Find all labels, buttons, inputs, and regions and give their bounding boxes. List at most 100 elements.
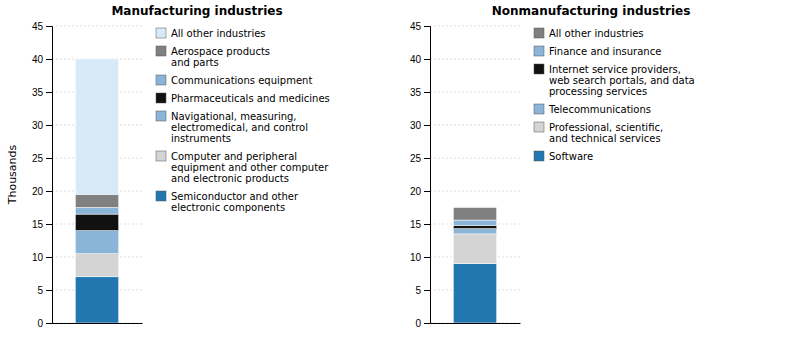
tick-mark <box>424 59 430 60</box>
title: Manufacturing industries <box>111 4 282 18</box>
legend-swatch <box>534 104 544 114</box>
tick-mark <box>46 158 52 159</box>
tick-mark <box>424 290 430 291</box>
legend-label: Semiconductor and otherelectronic compon… <box>171 191 299 213</box>
tick-label: 5 <box>37 285 43 296</box>
chart-root: 0 5 10 15 20 25 30 35 40 45 Thousands All other ind… <box>0 0 788 337</box>
legend: All other industries Aerospace productsan… <box>156 28 330 213</box>
legend-swatch <box>156 151 166 161</box>
tick: 45 <box>410 21 430 32</box>
bar-segment <box>75 254 118 277</box>
tick-mark <box>46 92 52 93</box>
tick: 10 <box>32 252 52 263</box>
legend-label: Navigational, measuring,electromedical, … <box>171 111 308 144</box>
tick: 40 <box>410 54 430 65</box>
axis-title: Thousands <box>6 144 19 205</box>
axis-line <box>424 27 431 324</box>
tick: 0 <box>37 318 52 329</box>
legend-item: Finance and insurance <box>534 46 661 57</box>
tick-label: 40 <box>32 54 44 65</box>
axis-line <box>53 323 143 324</box>
legend-label: Aerospace productsand parts <box>171 46 270 68</box>
tick-mark <box>46 191 52 192</box>
tick-label: 25 <box>32 153 44 164</box>
tick-mark <box>46 323 52 324</box>
legend-item: Internet service providers,web search po… <box>534 64 695 97</box>
legend-item: Pharmaceuticals and medicines <box>156 93 330 104</box>
tick: 15 <box>410 219 430 230</box>
bars <box>453 208 496 324</box>
y-axis: 051015202530354045 <box>32 21 53 329</box>
legend-item: Navigational, measuring,electromedical, … <box>156 111 308 144</box>
legend-item: Computer and peripheralequipment and oth… <box>156 151 329 184</box>
legend-swatch <box>156 28 166 38</box>
bar-segment <box>75 231 118 254</box>
legend-item: Professional, scientific,and technical s… <box>534 122 663 144</box>
legend-swatch <box>156 111 166 121</box>
grid-line <box>430 158 520 159</box>
legend-swatch <box>534 151 544 161</box>
tick-mark <box>46 290 52 291</box>
tick-label: 30 <box>410 120 422 131</box>
legend-item: Semiconductor and otherelectronic compon… <box>156 191 299 213</box>
legend-item: Software <box>534 151 593 162</box>
tick-mark <box>46 257 52 258</box>
bar-segment <box>75 59 118 194</box>
bar-segment <box>453 234 496 264</box>
x-axis <box>53 323 143 325</box>
tick-mark <box>424 26 430 27</box>
grid-line <box>430 59 520 60</box>
grid-line <box>430 125 520 126</box>
legend-swatch <box>534 64 544 74</box>
legend-label: All other industries <box>171 28 266 39</box>
tick-label: 0 <box>415 318 421 329</box>
legend: All other industries Finance and insuranc… <box>534 28 695 162</box>
axis-line <box>46 27 53 324</box>
legend-label: Computer and peripheralequipment and oth… <box>171 151 329 184</box>
legend-item: Telecommunications <box>534 104 651 115</box>
tick-mark <box>424 158 430 159</box>
legend-swatch <box>534 122 544 132</box>
axis-line <box>431 323 521 324</box>
legend-label: All other industries <box>549 28 644 39</box>
legend-swatch <box>156 93 166 103</box>
tick: 0 <box>415 318 430 329</box>
bar-segment <box>453 220 496 225</box>
bar-segment <box>75 277 118 323</box>
panel: 051015202530354045ThousandsAll other ind… <box>6 21 330 329</box>
tick-mark <box>46 59 52 60</box>
tick: 15 <box>32 219 52 230</box>
legend-item: Aerospace productsand parts <box>156 46 270 68</box>
tick-mark <box>424 323 430 324</box>
tick: 25 <box>32 153 52 164</box>
legend-item: All other industries <box>156 28 266 39</box>
tick-mark <box>424 92 430 93</box>
tick: 5 <box>37 285 52 296</box>
grid-line <box>52 26 142 27</box>
grid <box>430 26 520 323</box>
tick-label: 35 <box>32 87 44 98</box>
legend-label: Internet service providers,web search po… <box>549 64 695 97</box>
tick-label: 20 <box>410 186 422 197</box>
tick-label: 20 <box>32 186 44 197</box>
tick: 30 <box>410 120 430 131</box>
tick: 30 <box>32 120 52 131</box>
legend-label: Communications equipment <box>171 75 312 86</box>
tick: 5 <box>415 285 430 296</box>
tick: 20 <box>410 186 430 197</box>
legend-label: Software <box>549 151 593 162</box>
bar-segment <box>75 194 118 207</box>
tick: 40 <box>32 54 52 65</box>
panel: 051015202530354045All other industriesFi… <box>410 21 695 329</box>
legend-item: Communications equipment <box>156 75 312 86</box>
bar-segment <box>453 208 496 221</box>
y-axis: 051015202530354045 <box>410 21 431 329</box>
tick: 35 <box>410 87 430 98</box>
tick-label: 30 <box>32 120 44 131</box>
legend-item: All other industries <box>534 28 644 39</box>
bars <box>75 59 118 323</box>
tick-label: 10 <box>410 252 422 263</box>
tick-mark <box>424 191 430 192</box>
legend-swatch <box>534 46 544 56</box>
tick-label: 40 <box>410 54 422 65</box>
